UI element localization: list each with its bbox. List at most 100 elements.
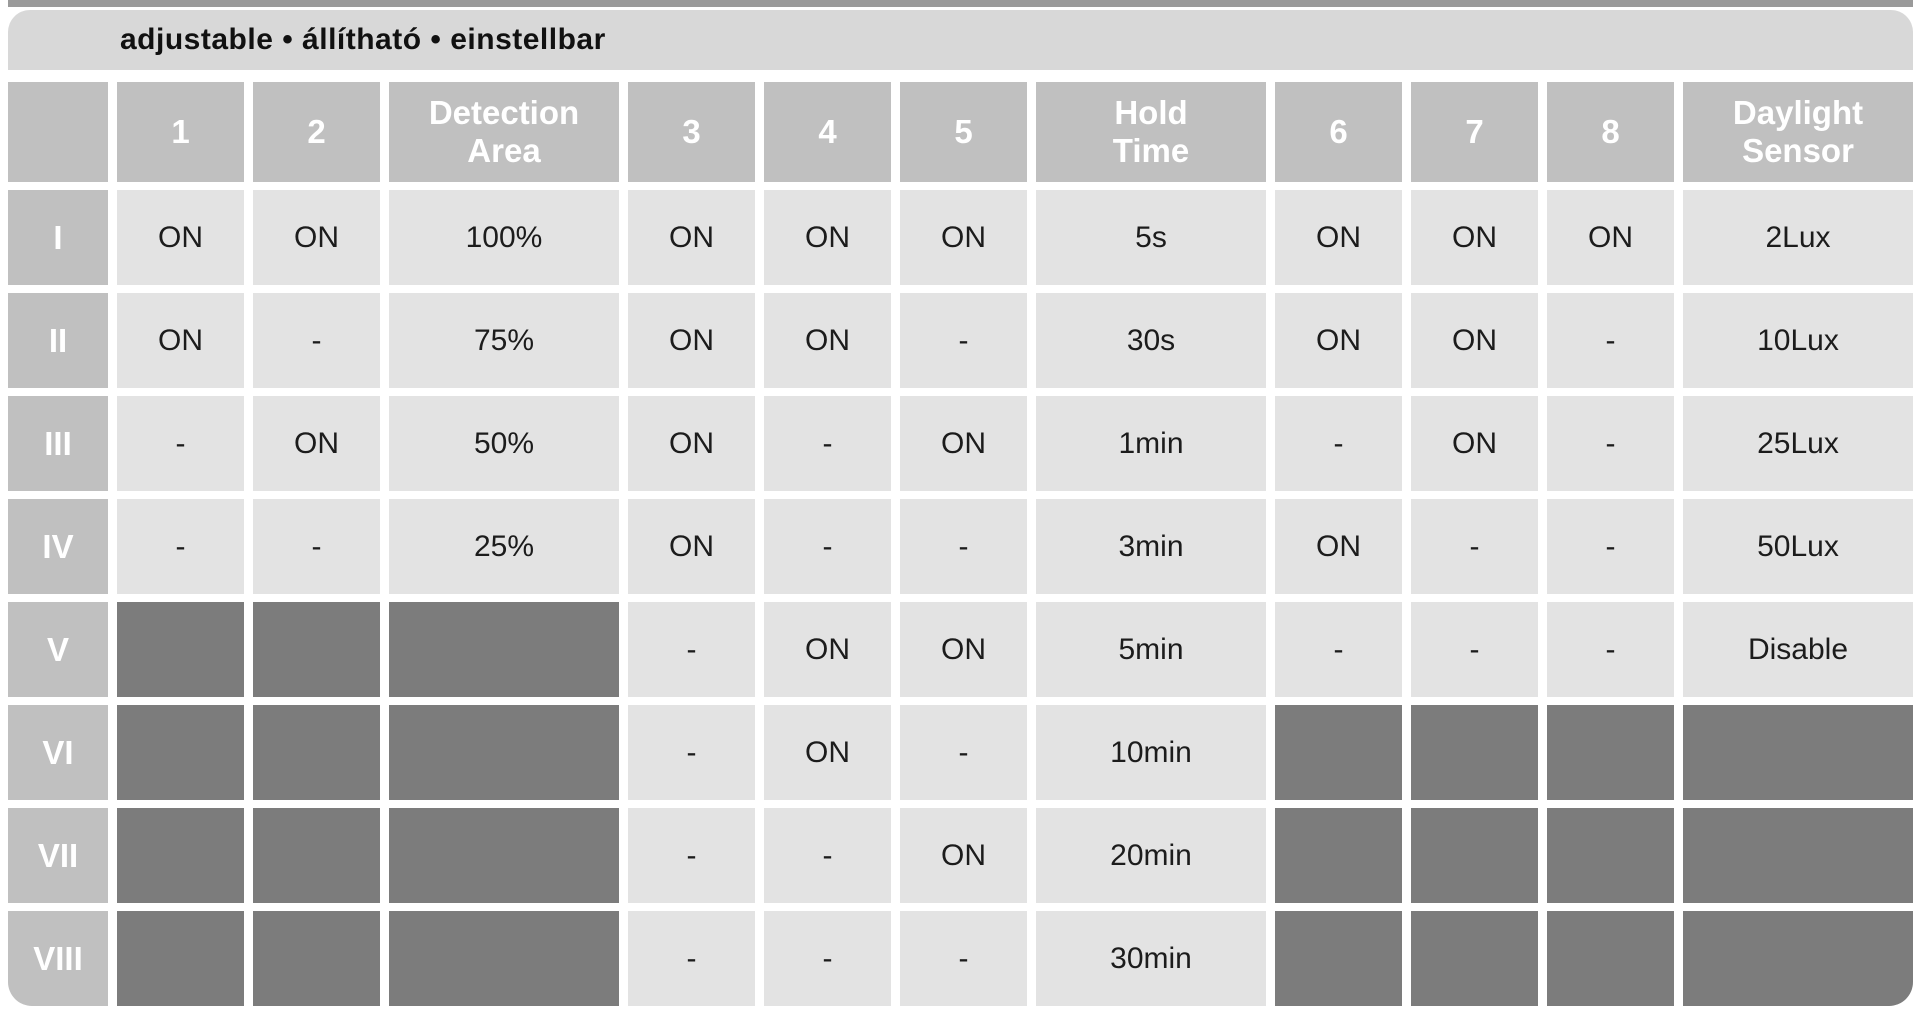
value-cell: - (900, 705, 1027, 800)
disabled-cell (117, 705, 244, 800)
value-cell: - (253, 293, 380, 388)
disabled-cell (117, 911, 244, 1006)
value-cell: - (628, 602, 755, 697)
disabled-cell (1547, 911, 1674, 1006)
value-cell: - (253, 499, 380, 594)
disabled-cell (389, 705, 619, 800)
row-label: V (8, 602, 108, 697)
disabled-cell (1275, 911, 1402, 1006)
value-cell: ON (1411, 396, 1538, 491)
disabled-cell (1683, 705, 1913, 800)
value-cell: - (117, 499, 244, 594)
value-cell: ON (1275, 293, 1402, 388)
column-header: Detection Area (389, 82, 619, 182)
value-cell: ON (900, 602, 1027, 697)
value-cell: - (764, 396, 891, 491)
column-header: Daylight Sensor (1683, 82, 1913, 182)
disabled-cell (389, 808, 619, 903)
value-cell: - (900, 911, 1027, 1006)
value-cell: - (1275, 396, 1402, 491)
value-cell: 100% (389, 190, 619, 285)
column-header: 5 (900, 82, 1027, 182)
row-label: VIII (8, 911, 108, 1006)
value-cell: 50% (389, 396, 619, 491)
row-label: VII (8, 808, 108, 903)
value-cell: ON (764, 190, 891, 285)
value-cell: ON (628, 293, 755, 388)
value-cell: - (1547, 293, 1674, 388)
row-label: VI (8, 705, 108, 800)
column-header: 3 (628, 82, 755, 182)
disabled-cell (389, 911, 619, 1006)
disabled-cell (389, 602, 619, 697)
disabled-cell (1683, 808, 1913, 903)
top-edge-strip (8, 0, 1913, 7)
value-cell: 25Lux (1683, 396, 1913, 491)
column-header: 7 (1411, 82, 1538, 182)
value-cell: - (628, 705, 755, 800)
value-cell: - (900, 499, 1027, 594)
value-cell: ON (117, 190, 244, 285)
value-cell: - (1547, 602, 1674, 697)
row-label: II (8, 293, 108, 388)
value-cell: ON (764, 602, 891, 697)
disabled-cell (253, 602, 380, 697)
value-cell: - (1411, 499, 1538, 594)
disabled-cell (1547, 808, 1674, 903)
value-cell: - (1411, 602, 1538, 697)
value-cell: ON (900, 190, 1027, 285)
disabled-cell (117, 602, 244, 697)
value-cell: 75% (389, 293, 619, 388)
value-cell: - (900, 293, 1027, 388)
value-cell: ON (1275, 499, 1402, 594)
value-cell: 30s (1036, 293, 1266, 388)
value-cell: 5s (1036, 190, 1266, 285)
value-cell: 20min (1036, 808, 1266, 903)
disabled-cell (117, 808, 244, 903)
table-title-bar: adjustable • állítható • einstellbar (8, 10, 1913, 70)
value-cell: ON (628, 190, 755, 285)
disabled-cell (253, 808, 380, 903)
disabled-cell (253, 911, 380, 1006)
value-cell: 10min (1036, 705, 1266, 800)
disabled-cell (1411, 808, 1538, 903)
value-cell: 5min (1036, 602, 1266, 697)
disabled-cell (1275, 808, 1402, 903)
value-cell: 3min (1036, 499, 1266, 594)
disabled-cell (1683, 911, 1913, 1006)
value-cell: - (117, 396, 244, 491)
value-cell: Disable (1683, 602, 1913, 697)
column-header: 4 (764, 82, 891, 182)
value-cell: 50Lux (1683, 499, 1913, 594)
disabled-cell (1411, 911, 1538, 1006)
value-cell: ON (764, 705, 891, 800)
disabled-cell (253, 705, 380, 800)
value-cell: ON (628, 396, 755, 491)
value-cell: 2Lux (1683, 190, 1913, 285)
value-cell: - (1547, 499, 1674, 594)
table-corner-cell (8, 82, 108, 182)
value-cell: - (628, 911, 755, 1006)
dip-switch-table: 1 2 Detection Area 3 4 5 Hold Time 6 7 8 Daylight … (8, 82, 1913, 1006)
value-cell: ON (117, 293, 244, 388)
value-cell: ON (1411, 190, 1538, 285)
disabled-cell (1411, 705, 1538, 800)
value-cell: ON (900, 396, 1027, 491)
value-cell: - (764, 499, 891, 594)
column-header: 6 (1275, 82, 1402, 182)
value-cell: ON (253, 396, 380, 491)
value-cell: - (1547, 396, 1674, 491)
value-cell: ON (1547, 190, 1674, 285)
row-label: I (8, 190, 108, 285)
value-cell: ON (1411, 293, 1538, 388)
value-cell: ON (1275, 190, 1402, 285)
value-cell: 30min (1036, 911, 1266, 1006)
value-cell: - (764, 808, 891, 903)
disabled-cell (1547, 705, 1674, 800)
value-cell: ON (764, 293, 891, 388)
value-cell: - (764, 911, 891, 1006)
value-cell: 1min (1036, 396, 1266, 491)
table-title: adjustable • állítható • einstellbar (120, 23, 606, 56)
disabled-cell (1275, 705, 1402, 800)
